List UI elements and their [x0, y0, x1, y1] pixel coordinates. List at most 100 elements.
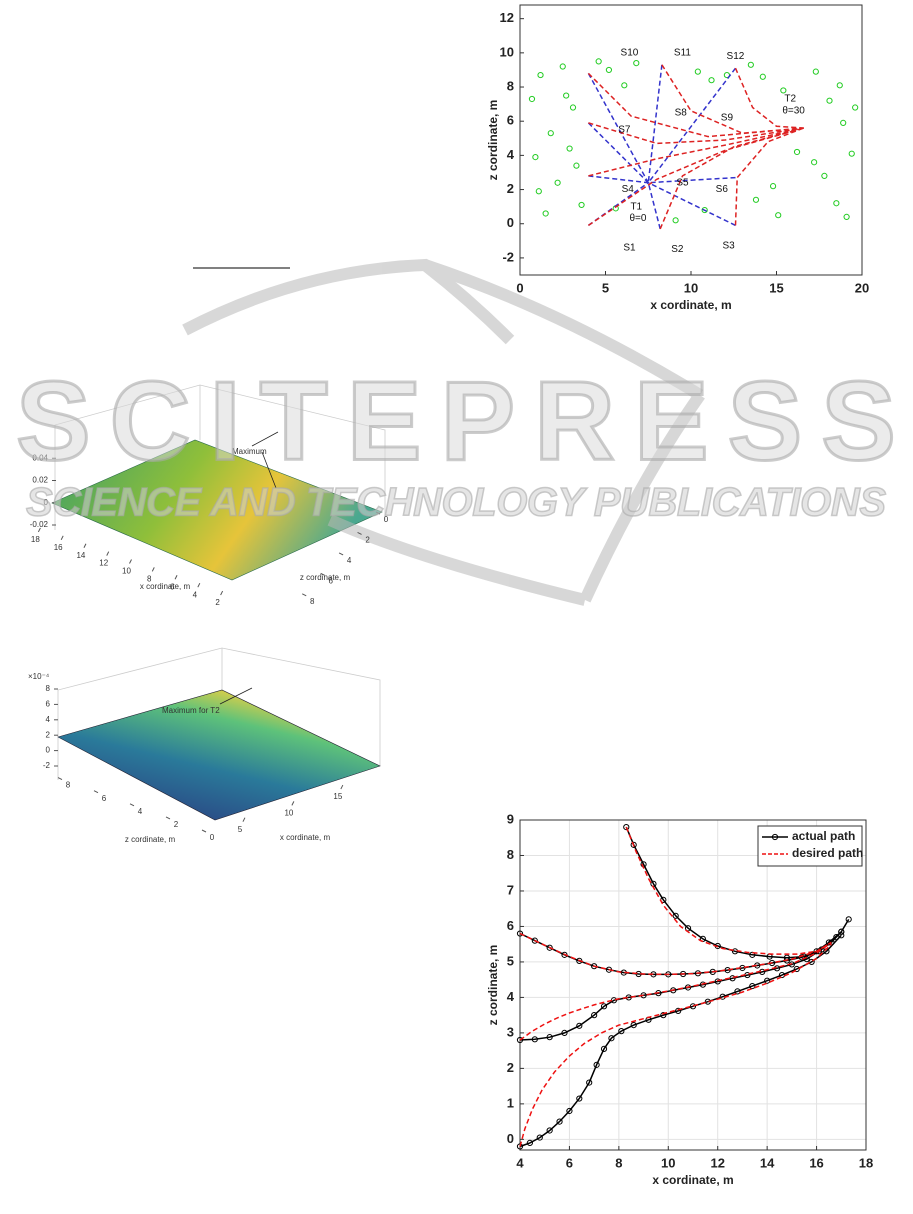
annotation: S10	[621, 47, 639, 58]
marker	[749, 951, 756, 958]
marker	[595, 58, 602, 65]
y-tick-label: 8	[507, 78, 514, 93]
annotation: Maximum for T2	[162, 706, 220, 715]
annotation: S3	[723, 241, 736, 252]
y-axis-label: z cordinate, m	[300, 573, 351, 582]
x-tick	[129, 559, 132, 564]
marker	[576, 1022, 583, 1029]
marker	[526, 1139, 533, 1147]
z-tick-label: 6	[46, 700, 51, 709]
x-tick	[37, 527, 41, 533]
x-tick	[291, 801, 295, 806]
x-tick-label: 18	[31, 535, 40, 544]
marker	[852, 104, 859, 111]
y-tick-label: 8	[310, 597, 315, 606]
legend-label: actual path	[792, 829, 855, 843]
x-tick-label: 10	[284, 808, 293, 817]
marker	[516, 930, 524, 937]
x-tick-label: 5	[602, 280, 609, 295]
marker	[605, 66, 613, 74]
annotation: S1	[623, 242, 636, 253]
marker	[826, 97, 833, 104]
marker	[775, 212, 782, 219]
marker	[547, 130, 554, 137]
marker	[532, 153, 539, 161]
x-tick-label: 18	[859, 1155, 873, 1170]
marker	[578, 201, 585, 209]
marker	[689, 1003, 697, 1010]
marker	[838, 928, 845, 935]
x-tick-label: 8	[615, 1155, 622, 1170]
annotation: S9	[721, 112, 734, 123]
annotation: S8	[675, 107, 688, 118]
surface-1	[51, 439, 383, 581]
y-tick	[165, 816, 171, 820]
marker	[838, 932, 845, 939]
x-tick-label: 4	[193, 590, 198, 599]
marker	[569, 104, 577, 111]
marker	[546, 1127, 553, 1134]
x-tick	[197, 582, 201, 588]
y-tick-label: 2	[507, 1060, 514, 1075]
annotation: S11	[674, 47, 691, 58]
marker	[554, 179, 561, 186]
z-tick-label: 0	[44, 498, 49, 507]
marker	[672, 217, 679, 224]
marker	[573, 162, 580, 169]
marker	[531, 1036, 538, 1043]
y-tick-label: 2	[365, 536, 370, 545]
surface-frame-1	[54, 384, 386, 530]
annotation: θ=0	[630, 213, 647, 224]
x-axis-label: x cordinate, m	[652, 1173, 733, 1187]
marker	[694, 68, 701, 75]
annotation-arrow	[251, 431, 279, 489]
legend-box	[757, 825, 863, 867]
y-tick	[320, 572, 325, 576]
marker	[630, 1021, 637, 1029]
marker	[546, 1034, 553, 1041]
y-tick-label: 6	[328, 576, 333, 585]
x-tick-label: 15	[769, 280, 783, 295]
y-tick	[93, 790, 99, 794]
annotation-arrow	[219, 687, 253, 705]
x-tick-label: 2	[215, 598, 220, 607]
annotation: θ=30	[782, 106, 805, 117]
y-tick-label: 4	[138, 807, 143, 816]
y-tick-label: 2	[174, 820, 179, 829]
annotation: Maximum	[232, 447, 267, 456]
marker	[825, 939, 833, 946]
y-tick-label: 1	[507, 1095, 514, 1110]
marker	[546, 944, 553, 951]
x-tick-label: 14	[760, 1155, 775, 1170]
x-tick	[340, 784, 344, 790]
y-tick-label: 4	[507, 147, 515, 162]
x-axis-label: x cordinate, m	[140, 582, 191, 591]
x-tick-label: 12	[99, 559, 108, 568]
marker	[561, 1029, 568, 1037]
x-tick	[60, 535, 64, 541]
x-tick-label: 16	[54, 543, 63, 552]
y-axis-label: z cordinate, m	[125, 835, 176, 844]
annotation: S2	[671, 244, 684, 255]
x-tick-label: 15	[333, 792, 342, 801]
marker	[699, 981, 706, 988]
z-tick-label: 0.04	[32, 453, 48, 462]
marker	[684, 984, 692, 991]
marker	[848, 150, 855, 157]
y-tick	[375, 511, 381, 515]
marker	[633, 60, 640, 67]
y-tick-label: 6	[507, 918, 514, 933]
y-tick-label: 6	[102, 794, 107, 803]
marker	[811, 159, 818, 166]
annotation: S4	[622, 184, 635, 195]
marker	[675, 1007, 682, 1015]
marker	[559, 63, 566, 70]
plot-area	[520, 820, 866, 1150]
y-tick	[201, 829, 207, 833]
watermark	[182, 258, 705, 606]
marker	[531, 937, 538, 944]
marker	[769, 183, 777, 190]
marker	[821, 172, 828, 179]
marker	[516, 1036, 524, 1044]
x-tick	[83, 543, 87, 548]
